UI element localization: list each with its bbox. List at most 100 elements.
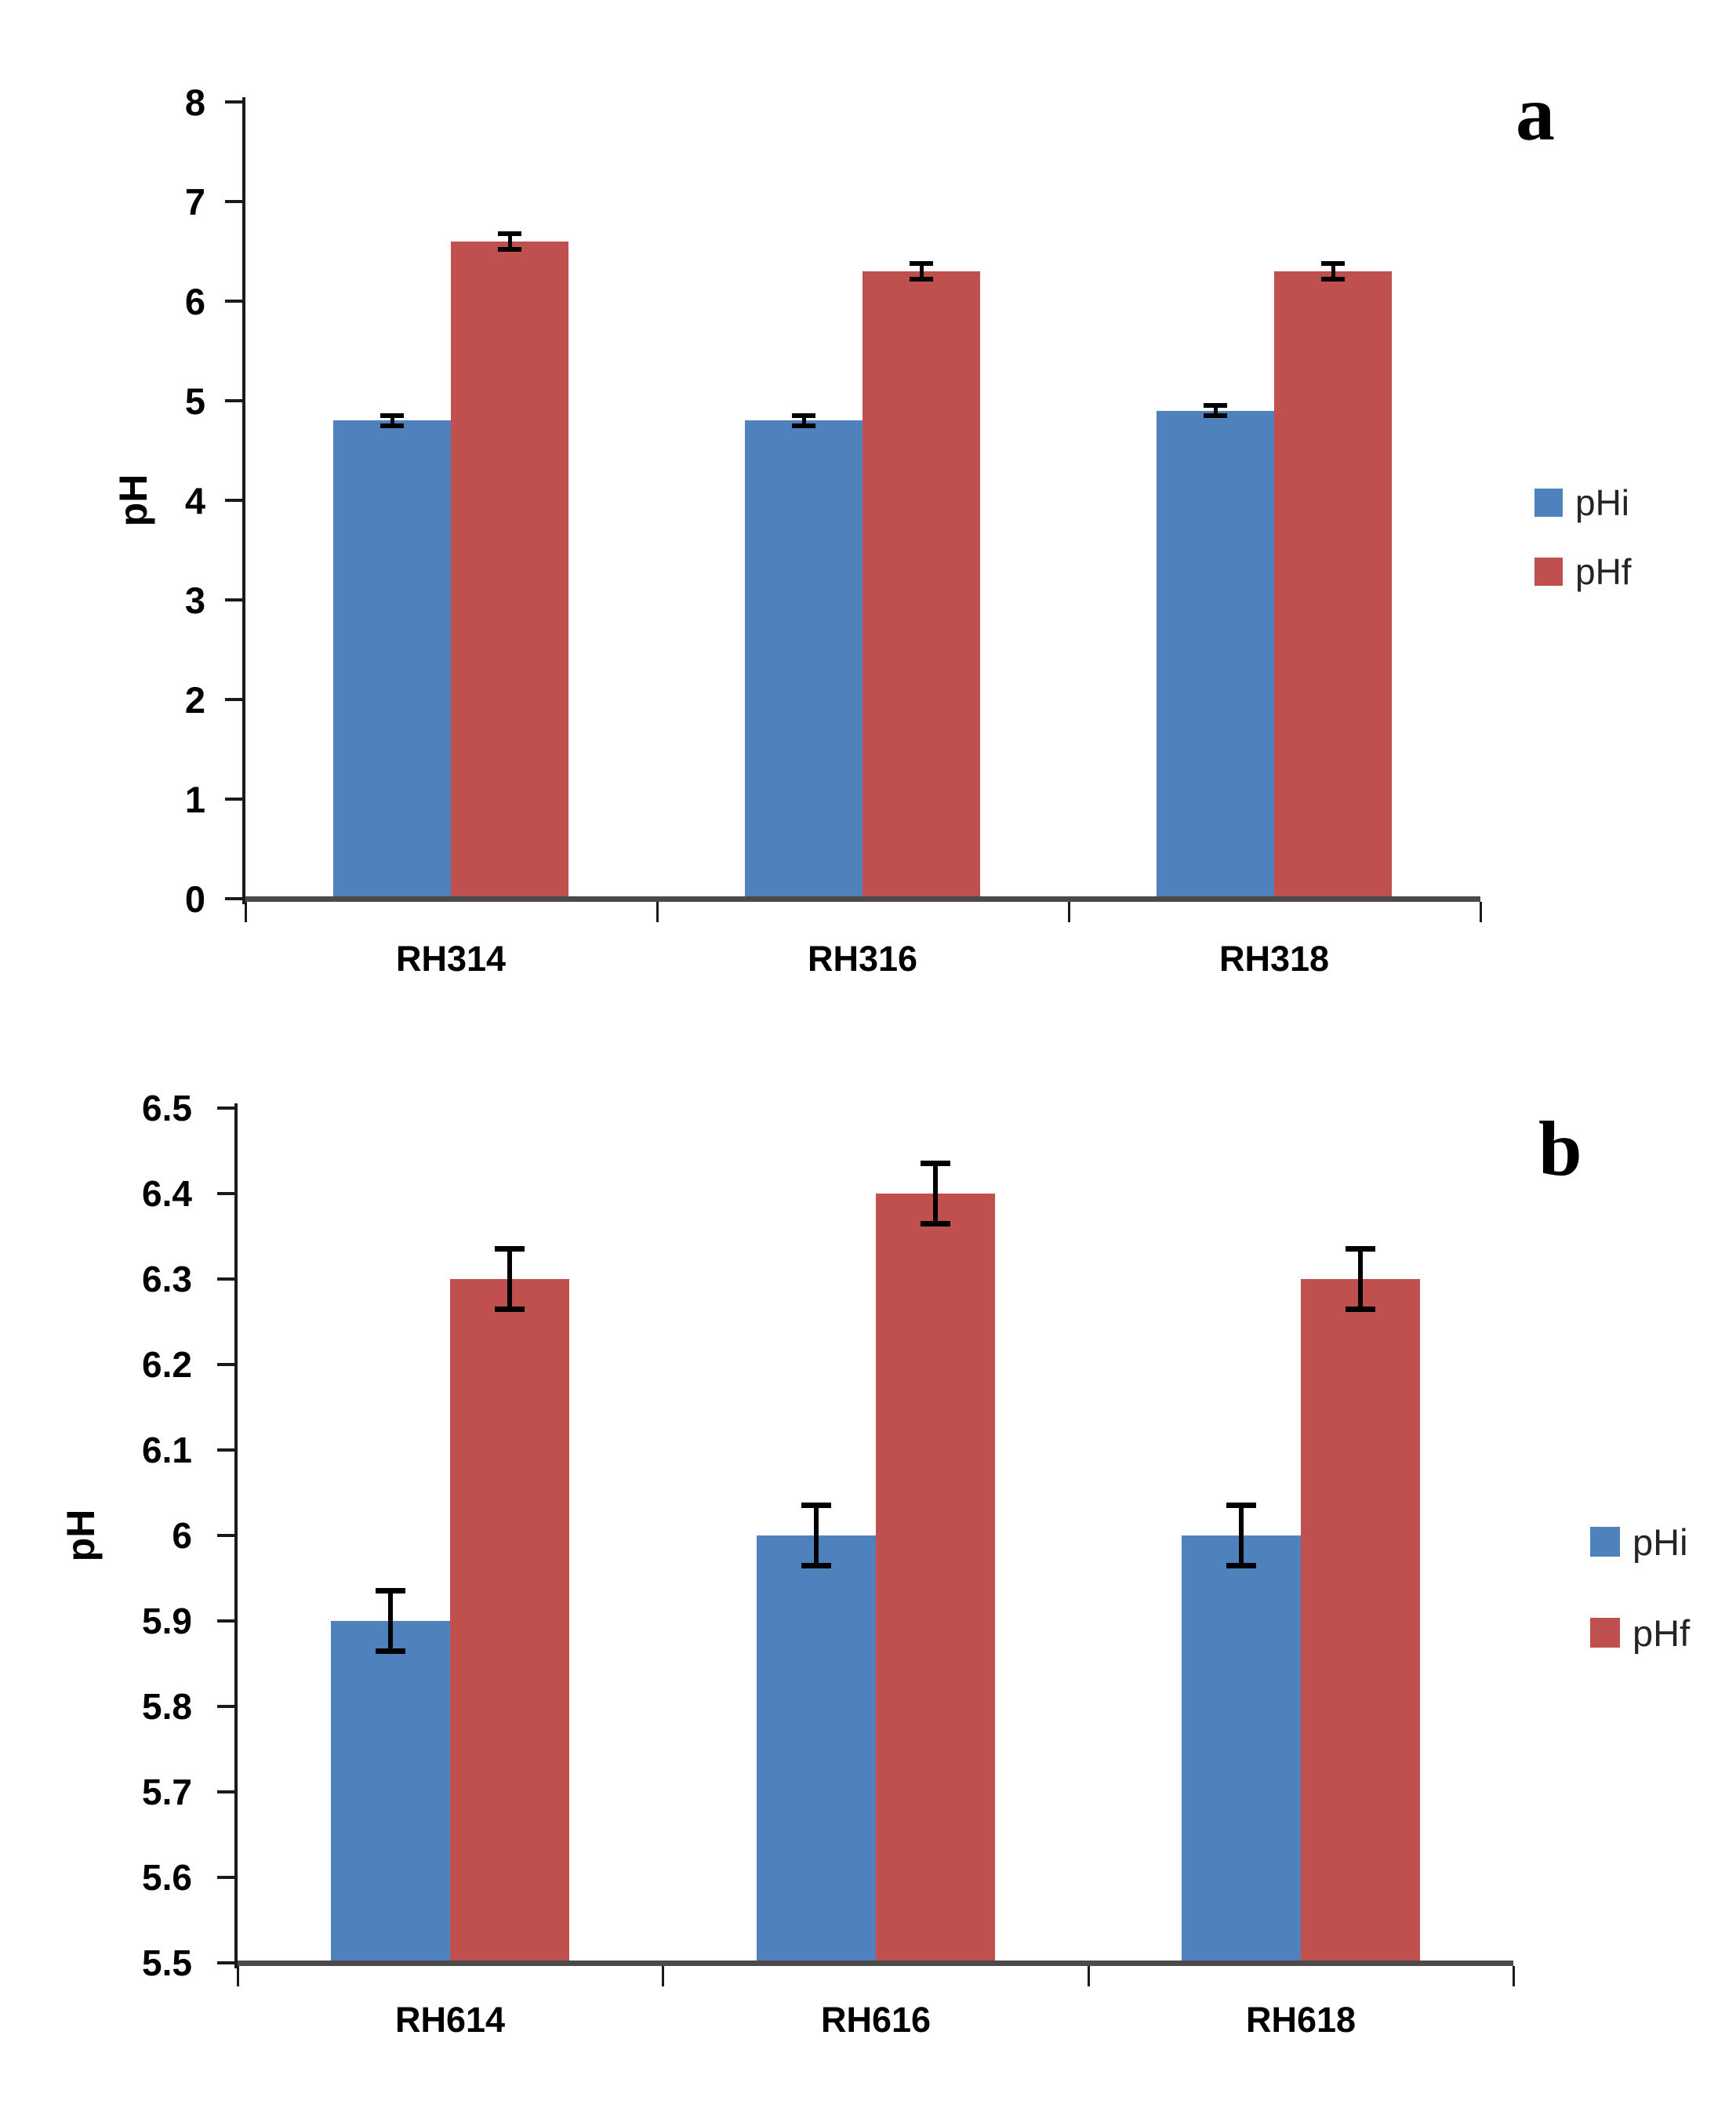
y-tick-label: 6.3 [142, 1259, 192, 1299]
bar-pHi-RH316 [745, 420, 863, 899]
x-category-label-RH618: RH618 [1245, 2000, 1356, 2040]
error-cap-bottom-pHi-RH316 [792, 423, 815, 428]
x-axis-line [245, 896, 1480, 902]
error-cap-top-pHf-RH618 [1346, 1246, 1375, 1252]
x-axis-tick [244, 901, 247, 922]
y-tick-label: 5.5 [142, 1942, 192, 1983]
y-axis-line [234, 1103, 238, 1968]
error-bar-pHf-RH616 [933, 1163, 938, 1224]
y-tick-label: 5.6 [142, 1857, 192, 1898]
panel-label-a: a [1516, 70, 1555, 157]
x-axis-tick [1479, 901, 1482, 922]
legend-label-pHf: pHf [1632, 1612, 1691, 1654]
y-tick-label: 4 [184, 479, 205, 521]
y-tick-mark [225, 399, 242, 402]
error-cap-top-pHf-RH616 [921, 1161, 950, 1167]
error-bar-pHi-RH314 [390, 416, 394, 426]
y-tick-label: 5.9 [142, 1601, 192, 1641]
error-bar-pHf-RH314 [507, 233, 512, 249]
y-tick-label: 1 [184, 778, 205, 820]
y-tick-mark [225, 200, 242, 203]
legend-item-pHi: pHi [1534, 485, 1629, 521]
error-cap-bottom-pHi-RH314 [380, 423, 404, 428]
error-cap-bottom-pHf-RH618 [1346, 1306, 1375, 1312]
y-tick-mark [217, 1107, 234, 1110]
legend-swatch-pHi [1534, 489, 1563, 517]
error-bar-pHi-RH316 [801, 416, 806, 426]
bar-pHf-RH314 [451, 241, 568, 899]
y-tick-mark [217, 1619, 234, 1623]
y-tick-label: 0 [184, 878, 205, 920]
y-tick-label: 6.2 [142, 1344, 192, 1385]
y-tick-label: 6 [184, 280, 205, 322]
legend-swatch-pHf [1534, 558, 1563, 586]
bar-pHf-RH316 [863, 271, 980, 899]
error-cap-top-pHi-RH316 [792, 413, 815, 419]
y-tick-label: 5.8 [142, 1686, 192, 1727]
error-cap-top-pHf-RH314 [498, 231, 521, 236]
y-tick-mark [217, 1363, 234, 1366]
x-axis-tick [1067, 901, 1070, 922]
error-bar-pHi-RH614 [388, 1590, 393, 1652]
legend-label-pHf: pHf [1575, 551, 1632, 592]
error-cap-top-pHi-RH314 [380, 413, 404, 419]
error-cap-top-pHf-RH316 [910, 260, 933, 266]
x-category-label-RH316: RH316 [807, 939, 918, 979]
y-tick-mark [225, 499, 242, 502]
error-bar-pHf-RH618 [1358, 1248, 1363, 1310]
x-axis-tick [1087, 1965, 1090, 1986]
legend-item-pHi: pHi [1590, 1524, 1688, 1561]
error-cap-bottom-pHf-RH318 [1321, 277, 1345, 282]
error-cap-bottom-pHf-RH314 [498, 246, 521, 252]
error-cap-bottom-pHf-RH616 [921, 1220, 950, 1226]
bar-pHi-RH318 [1157, 410, 1274, 899]
y-tick-label: 6.1 [142, 1430, 192, 1470]
x-category-label-RH616: RH616 [820, 2000, 932, 2040]
x-axis-tick [656, 901, 659, 922]
bar-pHi-RH314 [333, 420, 451, 899]
y-tick-label: 6.5 [142, 1088, 192, 1128]
error-cap-bottom-pHf-RH316 [910, 277, 933, 282]
bar-pHf-RH616 [876, 1194, 995, 1963]
error-cap-top-pHf-RH318 [1321, 260, 1345, 266]
y-tick-label: 2 [184, 678, 205, 721]
legend-label-pHi: pHi [1575, 482, 1630, 523]
y-tick-mark [217, 1790, 234, 1793]
error-cap-bottom-pHi-RH318 [1204, 413, 1227, 419]
bar-pHf-RH618 [1301, 1279, 1420, 1963]
y-tick-mark [225, 100, 242, 104]
y-tick-mark [225, 300, 242, 303]
y-tick-mark [217, 1961, 234, 1964]
y-tick-mark [225, 598, 242, 601]
y-tick-label: 8 [184, 81, 205, 123]
legend-swatch-pHi [1590, 1527, 1620, 1557]
error-cap-bottom-pHi-RH614 [376, 1648, 405, 1654]
y-tick-label: 5 [184, 380, 205, 422]
y-tick-mark [217, 1876, 234, 1879]
y-tick-mark [217, 1277, 234, 1281]
legend-item-pHf: pHf [1590, 1615, 1690, 1652]
x-category-label-RH314: RH314 [395, 939, 507, 979]
bar-pHf-RH318 [1274, 271, 1392, 899]
bar-pHf-RH614 [450, 1279, 569, 1963]
y-tick-mark [225, 698, 242, 701]
y-tick-mark [225, 897, 242, 900]
x-axis-tick [661, 1965, 664, 1986]
error-bar-pHi-RH618 [1239, 1505, 1244, 1566]
error-bar-pHi-RH318 [1213, 405, 1218, 416]
x-axis-line [238, 1960, 1513, 1966]
legend-item-pHf: pHf [1534, 554, 1632, 590]
bar-pHi-RH614 [331, 1621, 450, 1963]
bar-pHi-RH616 [757, 1535, 876, 1963]
y-axis-line [242, 97, 245, 904]
error-cap-bottom-pHf-RH614 [495, 1306, 525, 1312]
error-cap-top-pHf-RH614 [495, 1246, 525, 1252]
bar-pHi-RH618 [1182, 1535, 1301, 1963]
panel-label-b: b [1538, 1105, 1582, 1192]
y-tick-mark [217, 1448, 234, 1452]
y-tick-mark [217, 1705, 234, 1708]
error-cap-bottom-pHi-RH616 [801, 1562, 831, 1568]
y-tick-label: 7 [184, 180, 205, 223]
y-tick-mark [217, 1192, 234, 1195]
